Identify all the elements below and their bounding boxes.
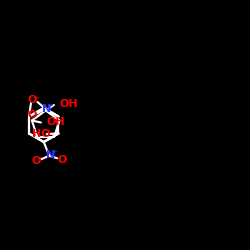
Text: OH: OH: [60, 100, 78, 110]
Text: O: O: [57, 155, 66, 165]
Text: −: −: [36, 153, 44, 162]
Text: −: −: [32, 93, 40, 102]
Text: HO: HO: [32, 129, 50, 139]
Text: +: +: [47, 103, 53, 109]
Text: O: O: [28, 110, 37, 120]
Text: N: N: [42, 104, 51, 114]
Text: N: N: [46, 150, 55, 160]
Text: OH: OH: [46, 117, 65, 127]
Text: O: O: [28, 96, 37, 106]
Text: O: O: [32, 156, 41, 166]
Text: +: +: [51, 149, 57, 155]
